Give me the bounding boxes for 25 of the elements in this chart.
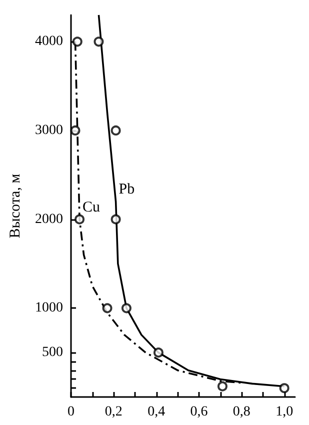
point	[153, 348, 164, 358]
y-axis-title: Высота, м	[8, 173, 24, 238]
y-tick-label: 3000	[35, 122, 63, 138]
x-tick-label: 0,4	[148, 404, 166, 420]
point	[74, 214, 85, 224]
y-tick-label: 500	[42, 345, 63, 360]
point	[121, 303, 132, 314]
point	[94, 36, 104, 47]
y-tick-label: 4000	[35, 34, 63, 50]
point	[279, 383, 290, 394]
point	[217, 381, 228, 392]
point	[70, 125, 80, 136]
point	[72, 36, 82, 47]
series-label: Cu	[82, 199, 101, 216]
point	[110, 214, 121, 224]
point	[110, 125, 121, 136]
y-tick-label: 1000	[35, 300, 63, 316]
point	[102, 303, 112, 314]
x-tick-label: 0,8	[232, 404, 250, 420]
x-tick-label: 0,6	[190, 404, 208, 420]
y-tick-label: 2000	[35, 212, 63, 227]
x-tick-label: 1,0	[276, 404, 294, 420]
x-tick-label: 0,2	[104, 404, 122, 420]
series-label: Pb	[118, 182, 135, 198]
x-tick-label: 0	[68, 404, 74, 420]
